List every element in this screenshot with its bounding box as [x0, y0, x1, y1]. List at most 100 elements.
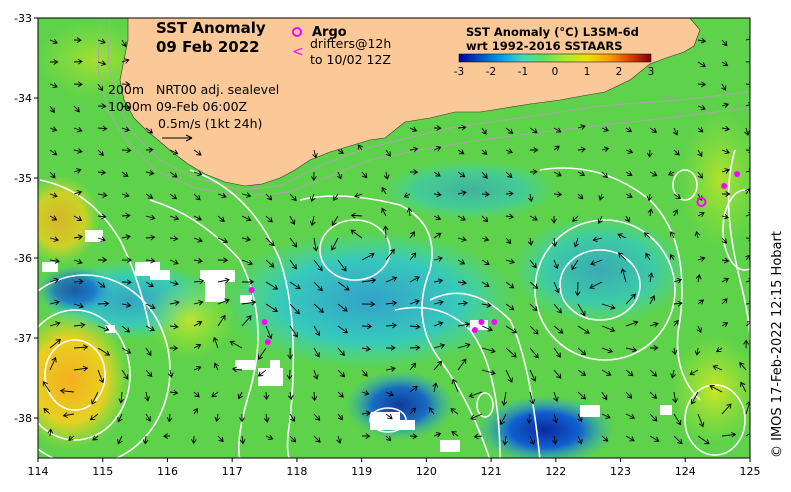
current-arrow	[481, 347, 496, 354]
current-arrow	[697, 171, 703, 179]
current-arrow	[722, 191, 731, 197]
current-arrow	[598, 193, 604, 201]
current-arrow	[241, 236, 252, 242]
current-arrow	[193, 149, 202, 156]
drifter-legend-icon: <	[292, 44, 304, 60]
current-arrow	[553, 191, 563, 198]
current-arrow	[409, 407, 417, 415]
current-arrow	[73, 215, 83, 221]
current-arrow	[673, 149, 680, 156]
current-arrow	[745, 59, 750, 63]
current-arrow	[577, 171, 586, 177]
current-arrow	[649, 295, 656, 305]
current-arrow	[169, 300, 180, 306]
current-arrow	[553, 303, 562, 314]
colorbar-tick-label: -1	[518, 66, 528, 78]
current-arrow	[229, 340, 243, 349]
current-arrow	[673, 193, 681, 199]
current-arrow	[577, 325, 590, 334]
current-arrow	[313, 347, 320, 358]
current-arrow	[289, 325, 298, 338]
current-arrow	[193, 193, 201, 201]
current-arrow	[553, 325, 564, 334]
current-arrow	[625, 413, 636, 420]
lat-tick-label: -38	[14, 412, 32, 425]
current-arrow	[73, 105, 80, 113]
current-arrow	[601, 171, 608, 179]
current-arrow	[265, 215, 273, 223]
current-arrow	[505, 258, 516, 265]
current-arrow	[468, 391, 483, 398]
current-arrow	[505, 127, 514, 134]
colorbar-tick-label: -3	[454, 66, 464, 78]
current-arrow	[49, 321, 61, 327]
longitude-axis: 114 115 116 117 118 119 120 121 122 123 124 125	[28, 458, 761, 478]
current-arrow	[97, 38, 106, 45]
current-arrow	[73, 58, 83, 65]
current-arrow	[721, 431, 737, 438]
current-arrow	[73, 81, 83, 88]
colorbar-subtitle: wrt 1992-2016 SSTAARS	[466, 39, 623, 53]
cool-anomaly-patch	[380, 160, 560, 220]
current-arrow	[672, 209, 679, 217]
cold-anomaly-patch	[38, 265, 115, 315]
current-arrow	[145, 257, 156, 264]
current-arrow	[481, 369, 496, 376]
current-arrow	[409, 385, 418, 393]
current-arrow	[590, 259, 603, 266]
current-arrow	[193, 278, 205, 285]
current-arrow	[162, 433, 171, 439]
current-arrow	[457, 321, 471, 328]
drifter-marker	[478, 319, 485, 325]
current-arrow	[601, 325, 616, 333]
current-arrow	[121, 39, 127, 48]
current-arrow	[457, 358, 467, 371]
current-arrow	[601, 146, 610, 153]
current-arrow	[625, 148, 634, 154]
current-arrow	[553, 127, 562, 133]
current-arrow	[73, 126, 83, 133]
current-arrow	[721, 168, 730, 174]
current-arrow	[73, 190, 83, 196]
current-arrow	[625, 346, 638, 353]
current-arrow	[505, 369, 513, 383]
current-arrow	[552, 435, 558, 445]
current-arrow	[121, 347, 132, 354]
current-arrow	[577, 413, 583, 423]
current-arrow	[312, 237, 319, 252]
current-arrow	[670, 369, 676, 379]
current-arrow	[457, 215, 467, 221]
current-arrow	[42, 380, 51, 393]
current-arrow	[145, 147, 154, 153]
current-arrow	[529, 259, 537, 269]
current-arrow	[577, 146, 586, 153]
current-arrow	[617, 233, 627, 239]
current-arrow	[193, 170, 203, 177]
current-arrow	[145, 347, 152, 357]
current-arrow	[265, 434, 274, 441]
current-arrow	[97, 236, 106, 242]
current-arrow	[721, 213, 730, 220]
current-arrow	[601, 126, 609, 132]
current-arrow	[118, 391, 125, 404]
current-arrow	[361, 323, 373, 330]
current-arrow	[385, 149, 391, 157]
argo-legend-label: Argo	[312, 25, 347, 40]
latitude-axis: -33 -34 -35 -36 -37 -38	[14, 12, 38, 425]
current-arrow	[313, 259, 323, 272]
current-arrow	[553, 281, 560, 294]
current-arrow	[620, 268, 627, 283]
current-arrow	[505, 237, 512, 245]
current-arrow	[217, 192, 227, 199]
current-arrow	[121, 369, 129, 380]
current-arrow	[193, 321, 203, 327]
current-arrow	[673, 300, 683, 307]
current-arrow	[49, 38, 58, 45]
current-arrow	[145, 214, 156, 221]
lon-tick-label: 120	[416, 465, 437, 478]
current-arrow	[673, 277, 683, 284]
current-arrow	[481, 281, 490, 287]
current-arrow	[649, 321, 659, 328]
current-arrow	[502, 435, 509, 446]
current-arrow	[696, 325, 702, 333]
